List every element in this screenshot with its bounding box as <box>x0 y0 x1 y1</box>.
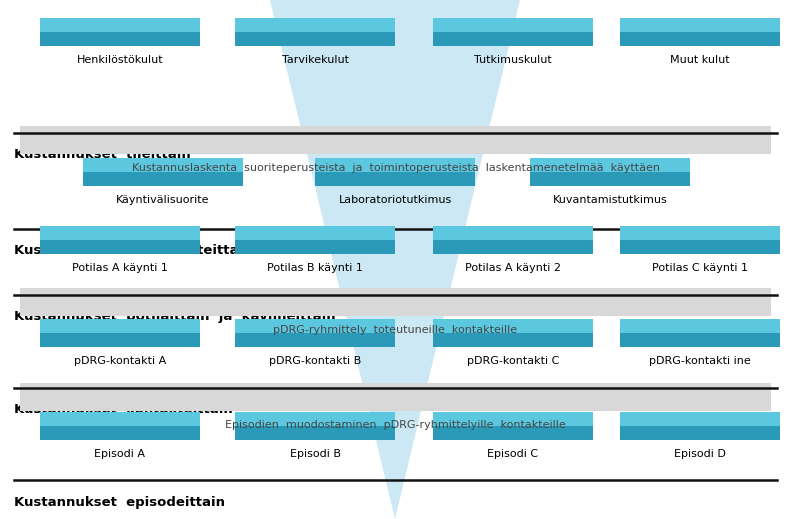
Bar <box>530 158 690 172</box>
Bar <box>235 18 395 32</box>
Bar <box>40 32 200 46</box>
Bar <box>235 333 395 347</box>
Bar <box>620 32 780 46</box>
Text: Kustannukset  tileittäin: Kustannukset tileittäin <box>14 148 191 161</box>
Bar <box>433 226 593 240</box>
Text: Episodi D: Episodi D <box>674 449 726 459</box>
Text: Kustannuslaskenta  suoriteperusteista  ja  toimintoperusteista  laskentamenetelm: Kustannuslaskenta suoriteperusteista ja … <box>131 163 660 173</box>
Bar <box>40 412 200 426</box>
Text: pDRG-kontakti B: pDRG-kontakti B <box>269 356 361 366</box>
Bar <box>40 333 200 347</box>
Bar <box>433 319 593 333</box>
Bar <box>433 32 593 46</box>
Bar <box>235 226 395 240</box>
Text: Kustannukset  potilaittain  ja  käynneittäin: Kustannukset potilaittain ja käynneittäi… <box>14 310 335 323</box>
Text: Potilas B käynti 1: Potilas B käynti 1 <box>267 263 363 273</box>
Bar <box>433 18 593 32</box>
Text: Potilas A käynti 2: Potilas A käynti 2 <box>465 263 561 273</box>
Bar <box>235 32 395 46</box>
Bar <box>433 333 593 347</box>
Text: pDRG-kontakti C: pDRG-kontakti C <box>467 356 559 366</box>
Text: Episodi A: Episodi A <box>94 449 146 459</box>
Bar <box>433 426 593 440</box>
Text: pDRG-kontakti A: pDRG-kontakti A <box>74 356 166 366</box>
Bar <box>620 412 780 426</box>
Bar <box>235 426 395 440</box>
Bar <box>315 172 475 186</box>
Bar <box>530 172 690 186</box>
Bar <box>20 383 771 411</box>
Bar <box>620 240 780 254</box>
Text: Kuvantamistutkimus: Kuvantamistutkimus <box>553 195 668 205</box>
Bar <box>620 18 780 32</box>
Text: Potilas A käynti 1: Potilas A käynti 1 <box>72 263 168 273</box>
Bar <box>40 240 200 254</box>
Text: Kustannukset  episodeittain: Kustannukset episodeittain <box>14 496 225 509</box>
Text: Henkilöstökulut: Henkilöstökulut <box>77 55 163 65</box>
Bar <box>83 172 243 186</box>
Bar <box>620 333 780 347</box>
Bar <box>40 226 200 240</box>
Bar <box>235 412 395 426</box>
Text: Muut kulut: Muut kulut <box>670 55 730 65</box>
Text: Episodien  muodostaminen  pDRG-ryhmittelyille  kontakteille: Episodien muodostaminen pDRG-ryhmittelyi… <box>225 420 566 430</box>
Text: Laboratoriotutkimus: Laboratoriotutkimus <box>339 195 452 205</box>
Bar <box>235 240 395 254</box>
Bar <box>620 319 780 333</box>
Bar <box>40 426 200 440</box>
Text: pDRG-kontakti ine: pDRG-kontakti ine <box>649 356 751 366</box>
Bar <box>433 240 593 254</box>
Bar <box>20 126 771 154</box>
Bar <box>433 412 593 426</box>
Polygon shape <box>270 0 520 519</box>
Bar <box>40 18 200 32</box>
Text: Kustannukset  kontakteittain: Kustannukset kontakteittain <box>14 403 233 416</box>
Text: pDRG-ryhmittely  toteutuneille  kontakteille: pDRG-ryhmittely toteutuneille kontakteil… <box>274 325 517 335</box>
Text: Potilas C käynti 1: Potilas C käynti 1 <box>652 263 748 273</box>
Bar <box>20 288 771 316</box>
Text: Episodi B: Episodi B <box>290 449 340 459</box>
Text: Käyntivälisuorite: Käyntivälisuorite <box>116 195 210 205</box>
Bar <box>620 226 780 240</box>
Bar <box>235 319 395 333</box>
Text: Tarvikekulut: Tarvikekulut <box>282 55 349 65</box>
Bar <box>620 426 780 440</box>
Bar <box>315 158 475 172</box>
Bar <box>40 319 200 333</box>
Text: Episodi C: Episodi C <box>487 449 539 459</box>
Text: Tutkimuskulut: Tutkimuskulut <box>474 55 552 65</box>
Text: Kustannukset  välisuoritteittain: Kustannukset välisuoritteittain <box>14 244 252 257</box>
Bar <box>83 158 243 172</box>
